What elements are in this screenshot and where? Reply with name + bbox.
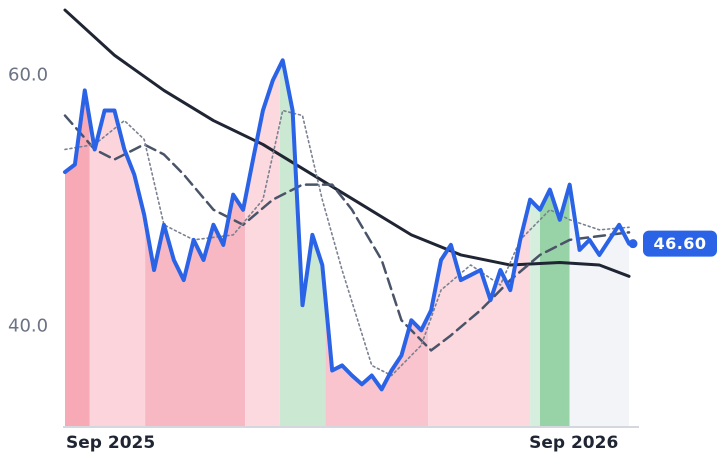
region xyxy=(279,60,326,427)
regions xyxy=(65,60,630,427)
region xyxy=(539,60,570,427)
region xyxy=(89,60,146,427)
region xyxy=(428,60,531,427)
last-value-label: 46.60 xyxy=(653,234,706,253)
x-tick-label: Sep 2026 xyxy=(529,433,618,453)
region xyxy=(530,60,540,427)
region xyxy=(569,60,630,427)
last-value-badge xyxy=(643,230,717,257)
x-tick-label: Sep 2025 xyxy=(66,433,155,453)
series-line xyxy=(64,109,630,377)
lines xyxy=(63,8,632,392)
series-line xyxy=(63,8,631,278)
y-tick-label: 40.0 xyxy=(8,316,48,337)
y-tick-label: 60.0 xyxy=(8,64,48,85)
region xyxy=(65,60,90,427)
region xyxy=(245,60,280,427)
last-value-dot xyxy=(628,239,638,249)
series-line xyxy=(63,114,631,352)
series-line xyxy=(63,58,632,392)
